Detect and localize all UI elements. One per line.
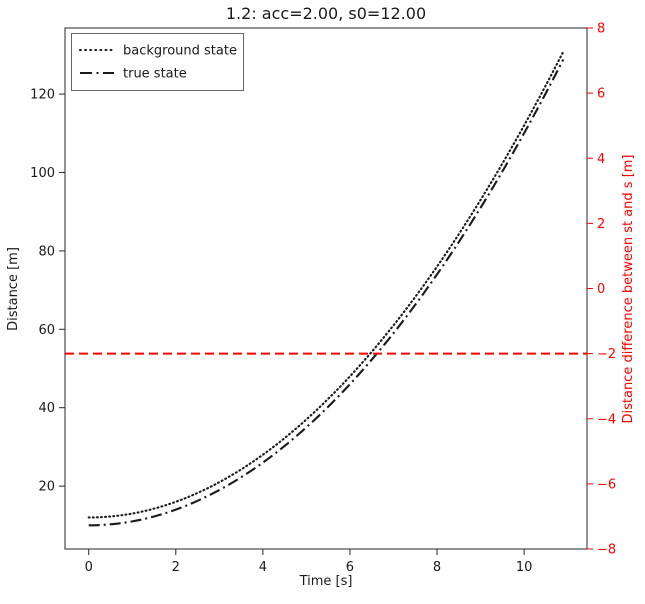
legend: background state true state (71, 33, 244, 91)
x-tick-label: 0 (85, 560, 93, 575)
plot-area (64, 27, 588, 550)
y-tick-label: 80 (38, 244, 55, 259)
x-tick-label: 2 (172, 560, 180, 575)
y-tick-label: 120 (30, 88, 55, 103)
x-tick-label: 8 (433, 560, 441, 575)
right-y-tick-label: 6 (597, 87, 605, 102)
x-tick-label: 4 (259, 560, 267, 575)
right-y-axis-label: Distance difference between st and s [m] (621, 154, 636, 423)
left-axis-ticks: 20 40 60 80 100 120 (30, 88, 65, 495)
x-tick-label: 6 (346, 560, 354, 575)
legend-box (71, 33, 244, 91)
legend-label-true-state: true state (123, 67, 187, 82)
right-y-tick-label: −4 (597, 412, 616, 427)
right-y-tick-label: −8 (597, 543, 616, 558)
true-state-curve (88, 59, 565, 527)
chart-title: 1.2: acc=2.00, s0=12.00 (226, 4, 426, 23)
y-tick-label: 20 (38, 480, 55, 495)
x-axis-ticks: 0 2 4 6 8 10 (85, 549, 533, 575)
y-tick-label: 100 (30, 166, 55, 181)
y-tick-label: 60 (38, 323, 55, 338)
right-y-tick-label: −2 (597, 347, 616, 362)
legend-label-background-state: background state (123, 44, 237, 59)
left-y-axis-label: Distance [m] (6, 247, 21, 331)
right-axis-ticks: −8 −6 −4 −2 0 2 4 6 8 (587, 22, 616, 558)
right-y-tick-label: 4 (597, 152, 605, 167)
y-tick-label: 40 (38, 401, 55, 416)
right-y-tick-label: −6 (597, 477, 616, 492)
right-y-tick-label: 8 (597, 22, 605, 37)
right-y-tick-label: 2 (597, 217, 605, 232)
background-state-curve (87, 50, 565, 519)
right-y-tick-label: 0 (597, 282, 605, 297)
x-axis-label: Time [s] (299, 574, 353, 589)
x-tick-label: 10 (516, 560, 533, 575)
